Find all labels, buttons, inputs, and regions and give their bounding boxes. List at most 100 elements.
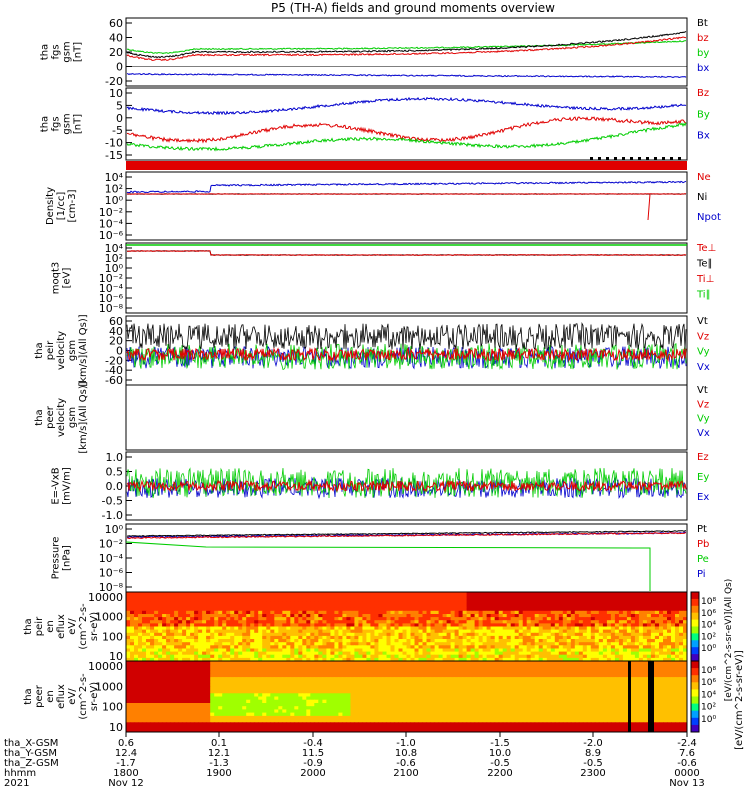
spectrogram-cell xyxy=(242,629,247,634)
spectrogram-cell xyxy=(494,673,500,678)
spectrogram-cell xyxy=(590,667,596,672)
spectrogram-cell xyxy=(370,693,375,697)
spectrogram-cell xyxy=(146,592,151,596)
spectrogram-cell xyxy=(262,693,267,697)
spectrogram-cell xyxy=(230,601,235,605)
spectrogram-cell xyxy=(366,620,371,624)
spectrogram-cell xyxy=(266,673,271,678)
spectrogram-cell xyxy=(370,620,375,624)
spectrogram-cell xyxy=(370,617,375,621)
spectrogram-cell xyxy=(174,610,179,615)
spectrogram-cell xyxy=(402,680,407,685)
spectrogram-cell xyxy=(174,661,179,665)
spectrogram-cell xyxy=(346,670,351,675)
spectrogram-cell xyxy=(306,680,311,685)
spectrogram-cell xyxy=(250,595,255,599)
spectrogram-cell xyxy=(466,696,472,701)
spectrogram-cell xyxy=(526,696,532,701)
spectrogram-cell xyxy=(570,690,576,694)
spectrogram-cell xyxy=(502,690,508,694)
spectrogram-cell xyxy=(286,601,291,605)
spectrogram-cell xyxy=(406,623,411,627)
spectrogram-cell xyxy=(210,677,215,681)
spectrogram-cell xyxy=(538,592,544,596)
spectrogram-cell xyxy=(330,673,335,678)
spectrogram-cell xyxy=(362,642,367,646)
spectrogram-cell xyxy=(362,601,367,605)
spectrogram-cell xyxy=(506,670,512,675)
spectrogram-cell xyxy=(422,598,427,602)
spectrogram-cell xyxy=(630,617,636,621)
spectrogram-cell xyxy=(490,683,496,688)
spectrogram-cell xyxy=(162,651,167,656)
spectrogram-cell xyxy=(286,620,291,624)
spectrogram-cell xyxy=(570,632,576,637)
spectrogram-cell xyxy=(390,677,395,681)
spectrogram-cell xyxy=(490,639,496,643)
spectrogram-cell xyxy=(230,677,235,681)
spectrogram-cell xyxy=(562,673,568,678)
spectrogram-cell xyxy=(154,677,159,681)
spectrogram-cell xyxy=(642,592,648,596)
spectrogram-cell xyxy=(330,601,335,605)
spectrogram-cell xyxy=(634,680,640,685)
spectrogram-cell xyxy=(326,654,331,659)
spectrogram-cell xyxy=(514,610,520,615)
spectrogram-cell xyxy=(142,620,147,624)
spectrogram-cell xyxy=(506,617,512,621)
spectrogram-cell xyxy=(326,620,331,624)
spectrogram-cell xyxy=(470,604,476,609)
spectrogram-cell xyxy=(675,648,680,653)
spectrogram-cell xyxy=(534,683,540,688)
spectrogram-cell xyxy=(254,673,259,678)
spectrogram-cell xyxy=(222,661,227,665)
spectrogram-cell xyxy=(462,607,468,612)
spectrogram-cell xyxy=(178,661,183,665)
spectrogram-cell xyxy=(570,629,576,634)
spectrogram-cell xyxy=(610,661,616,665)
spectrogram-cell xyxy=(458,667,464,672)
spectrogram-cell xyxy=(414,595,419,599)
spectrogram-cell xyxy=(498,592,504,596)
spectrogram-cell xyxy=(518,670,524,675)
spectrogram-cell xyxy=(530,635,536,640)
spectrogram-cell xyxy=(394,680,399,685)
spectrogram-cell xyxy=(278,598,283,602)
spectrogram-cell xyxy=(386,626,391,631)
spectrogram-cell xyxy=(638,595,644,599)
spectrogram-cell xyxy=(550,617,556,621)
spectrogram-cell xyxy=(294,664,299,668)
spectrogram-cell xyxy=(398,598,403,602)
spectrogram-cell xyxy=(230,661,235,665)
spectrogram-cell xyxy=(642,617,648,621)
spectrogram-cell xyxy=(683,639,688,643)
spectrogram-cell xyxy=(338,670,343,675)
spectrogram-cell xyxy=(494,632,500,637)
spectrogram-cell xyxy=(514,635,520,640)
spectrogram-cell xyxy=(382,607,387,612)
spectrogram-cell xyxy=(538,610,544,615)
spectrogram-cell xyxy=(414,610,419,615)
spectrogram-cell xyxy=(290,661,295,665)
spectrogram-cell xyxy=(306,601,311,605)
spectrogram-cell xyxy=(222,651,227,656)
spectrogram-cell xyxy=(270,595,275,599)
spectrogram-cell xyxy=(154,661,159,665)
spectrogram-cell xyxy=(594,642,600,646)
spectrogram-cell xyxy=(514,614,520,618)
spectrogram-cell xyxy=(214,654,219,659)
spectrogram-cell xyxy=(594,657,600,662)
spectrogram-cell xyxy=(434,617,440,621)
spectrogram-cell xyxy=(594,693,600,697)
spectrogram-cell xyxy=(358,693,363,697)
spectrogram-cell xyxy=(606,617,612,621)
spectrogram-cell xyxy=(226,592,231,596)
spectrogram-cell xyxy=(654,642,660,646)
spectrogram-cell xyxy=(646,635,652,640)
spectrogram-cell xyxy=(642,693,648,697)
spectrogram-cell xyxy=(290,610,295,615)
spectrogram-cell xyxy=(526,654,532,659)
spectrogram-cell xyxy=(194,595,199,599)
spectrogram-cell xyxy=(394,626,399,631)
spectrogram-cell xyxy=(166,680,171,685)
